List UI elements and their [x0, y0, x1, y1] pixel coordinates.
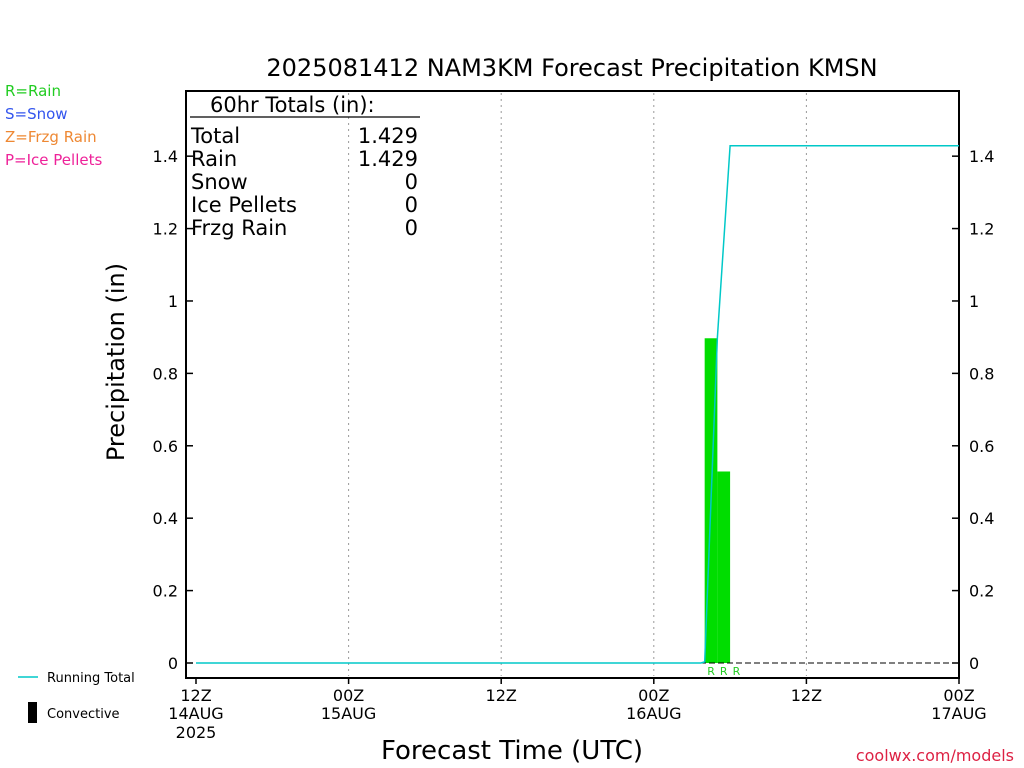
y-tick-label-right: 0.2 — [969, 582, 994, 601]
precip-type-legend-item: R=Rain — [5, 82, 61, 100]
bar-type-label: R — [720, 665, 728, 678]
y-tick-label-right: 0.6 — [969, 437, 994, 456]
running-total-line — [196, 144, 959, 664]
precip-type-legend: R=Rain S=Snow Z=Frzg Rain P=Ice Pellets — [5, 82, 102, 169]
x-axis-label: Forecast Time (UTC) — [381, 736, 643, 766]
precip-type-legend-item: P=Ice Pellets — [5, 151, 102, 169]
bar-type-label: R — [707, 665, 715, 678]
chart-title: 2025081412 NAM3KM Forecast Precipitation… — [266, 54, 877, 82]
x-tick-year: 2025 — [176, 723, 217, 742]
y-tick-label-left: 0 — [168, 654, 178, 673]
y-tick-label-left: 1.4 — [153, 147, 178, 166]
totals-row-label: Rain — [191, 147, 237, 171]
x-tick-date: 15AUG — [321, 704, 376, 723]
convective-legend-label: Convective — [47, 707, 120, 722]
x-tick-date: 16AUG — [626, 704, 681, 723]
y-tick-label-left: 0.2 — [153, 582, 178, 601]
y-tick-label-right: 1.2 — [969, 220, 994, 239]
totals-rows: Total 1.429 Rain 1.429 Snow 0 Ice Pellets 0 Frzg… — [190, 124, 418, 240]
credit-text: coolwx.com/models — [856, 746, 1014, 765]
bar-type-label: R — [733, 665, 741, 678]
y-axis-label: Precipitation (in) — [102, 263, 130, 461]
precip-bar — [717, 471, 731, 663]
precip-type-legend-item: Z=Frzg Rain — [5, 128, 97, 146]
precip-bars — [704, 338, 731, 663]
totals-header: 60hr Totals (in): — [210, 93, 375, 117]
plot-frame — [185, 90, 960, 679]
totals-row-value: 0 — [405, 193, 418, 217]
series-legend: Running Total Convective — [18, 671, 135, 723]
y-tick-label-left: 0.6 — [153, 437, 178, 456]
y-axis-ticks: 0 00.2 0.20.4 0.40.6 0.60.8 0.81 11.2 1.21.4 1.4 — [153, 147, 995, 673]
x-tick-date: 14AUG — [168, 704, 223, 723]
totals-row-value: 0 — [405, 170, 418, 194]
y-tick-label-right: 0 — [969, 654, 979, 673]
precip-type-legend-item: S=Snow — [5, 105, 68, 123]
x-tick-date: 17AUG — [931, 704, 986, 723]
totals-row-label: Ice Pellets — [191, 193, 297, 217]
totals-row-value: 0 — [405, 216, 418, 240]
totals-row-value: 1.429 — [358, 124, 418, 148]
x-tick-time: 00Z — [333, 686, 364, 705]
y-tick-label-left: 0.4 — [153, 509, 178, 528]
x-tick-time: 00Z — [943, 686, 974, 705]
y-tick-label-right: 1.4 — [969, 147, 994, 166]
vertical-gridlines — [348, 93, 807, 676]
convective-legend-swatch — [28, 702, 37, 723]
y-tick-label-right: 0.8 — [969, 364, 994, 383]
totals-row-label: Frzg Rain — [191, 216, 287, 240]
y-tick-label-right: 0.4 — [969, 509, 994, 528]
x-tick-time: 12Z — [486, 686, 517, 705]
totals-box: 60hr Totals (in): Total 1.429 Rain 1.429 Sno… — [190, 93, 420, 240]
y-tick-label-right: 1 — [969, 292, 979, 311]
y-tick-label-left: 1 — [168, 292, 178, 311]
y-tick-label-left: 0.8 — [153, 364, 178, 383]
x-tick-time: 00Z — [638, 686, 669, 705]
y-tick-label-left: 1.2 — [153, 220, 178, 239]
x-tick-time: 12Z — [791, 686, 822, 705]
totals-row-label: Total — [190, 124, 240, 148]
x-tick-time: 12Z — [180, 686, 211, 705]
running-total-legend-label: Running Total — [47, 671, 135, 686]
totals-row-value: 1.429 — [358, 147, 418, 171]
totals-row-label: Snow — [191, 170, 248, 194]
